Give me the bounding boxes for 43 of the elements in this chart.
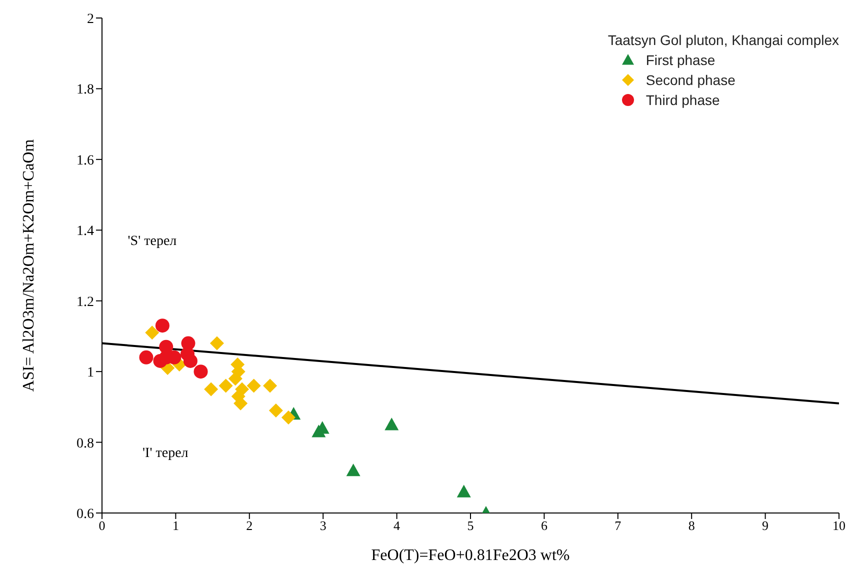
point xyxy=(183,354,198,368)
x-tick-label: 9 xyxy=(762,518,769,534)
point xyxy=(263,378,278,393)
y-tick-label: 1.8 xyxy=(76,82,94,98)
annotation: 'S' терел xyxy=(128,234,177,250)
y-tick-label: 0.8 xyxy=(76,436,94,452)
point xyxy=(456,484,471,498)
x-axis-title: FeO(T)=FeO+0.81Fe2O3 wt% xyxy=(370,547,571,565)
point xyxy=(268,403,283,418)
x-tick-label: 10 xyxy=(832,518,846,534)
point xyxy=(210,336,224,350)
x-tick-label: 2 xyxy=(246,518,253,534)
x-tick-label: 0 xyxy=(98,518,106,534)
x-tick-label: 1 xyxy=(172,518,179,534)
x-tick-label: 6 xyxy=(540,518,548,534)
legend-title: Taatsyn Gol pluton, Khangai complex xyxy=(608,32,839,48)
x-tick-label: 8 xyxy=(688,518,695,534)
y-tick-label: 1.6 xyxy=(76,153,94,168)
x-tick-label: 3 xyxy=(320,518,326,534)
y-tick-label: 1.2 xyxy=(76,294,94,310)
y-tick-label: 0.6 xyxy=(76,506,94,522)
point xyxy=(155,318,170,333)
point xyxy=(204,382,218,396)
legend-label: Second phase xyxy=(646,72,736,88)
point xyxy=(281,410,296,425)
x-tick-label: 7 xyxy=(614,518,622,534)
x-tick-label: 5 xyxy=(467,518,474,534)
point xyxy=(228,372,242,386)
point xyxy=(139,350,154,364)
y-tick-label: 2 xyxy=(87,12,94,27)
y-tick-label: 1.4 xyxy=(76,224,94,240)
legend-label: Third phase xyxy=(646,92,720,108)
point xyxy=(346,464,360,476)
point xyxy=(246,378,261,393)
y-axis-title: ASI= Al2O3m/Na2Om+K2Om+CaOm xyxy=(20,138,38,392)
point xyxy=(218,378,233,393)
point xyxy=(145,326,160,340)
x-tick-label: 4 xyxy=(394,518,401,534)
annotation: 'I' терел xyxy=(142,446,188,462)
point xyxy=(384,418,399,430)
y-tick-label: 1 xyxy=(87,366,94,381)
legend-label: First phase xyxy=(646,52,716,68)
point xyxy=(194,364,208,379)
